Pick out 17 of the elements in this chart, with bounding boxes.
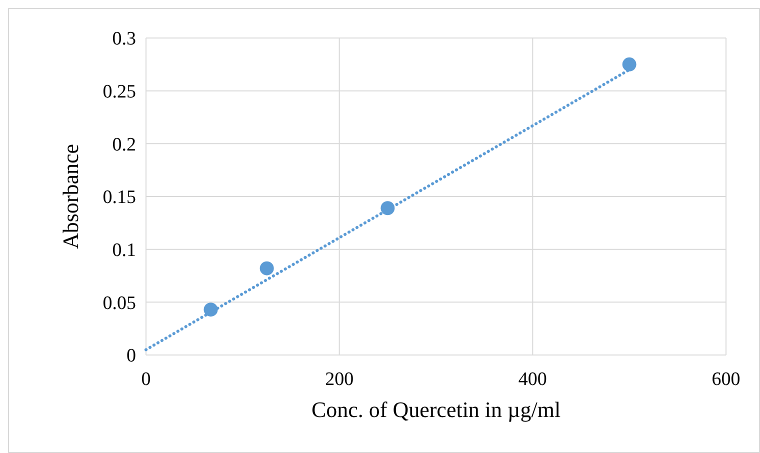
y-tick-label: 0.2	[112, 134, 136, 156]
y-tick-label: 0	[126, 346, 136, 367]
x-tick-label: 400	[518, 369, 547, 390]
point	[380, 201, 395, 216]
x-tick-label: 0	[141, 369, 151, 390]
x-axis-title: Conc. of Quercetin in µg/ml	[311, 397, 561, 422]
point	[622, 57, 636, 72]
y-axis-title: Absorbance	[58, 144, 83, 250]
x-tick-label: 600	[712, 369, 740, 390]
point	[260, 261, 274, 276]
y-tick-label: 0.3	[112, 28, 136, 50]
y-tick-label: 0.05	[102, 292, 136, 314]
y-tick-label: 0.1	[112, 240, 136, 261]
point	[204, 302, 218, 317]
y-tick-label: 0.25	[102, 81, 136, 102]
y-tick-label: 0.15	[102, 187, 136, 208]
x-tick-label: 200	[325, 369, 354, 390]
